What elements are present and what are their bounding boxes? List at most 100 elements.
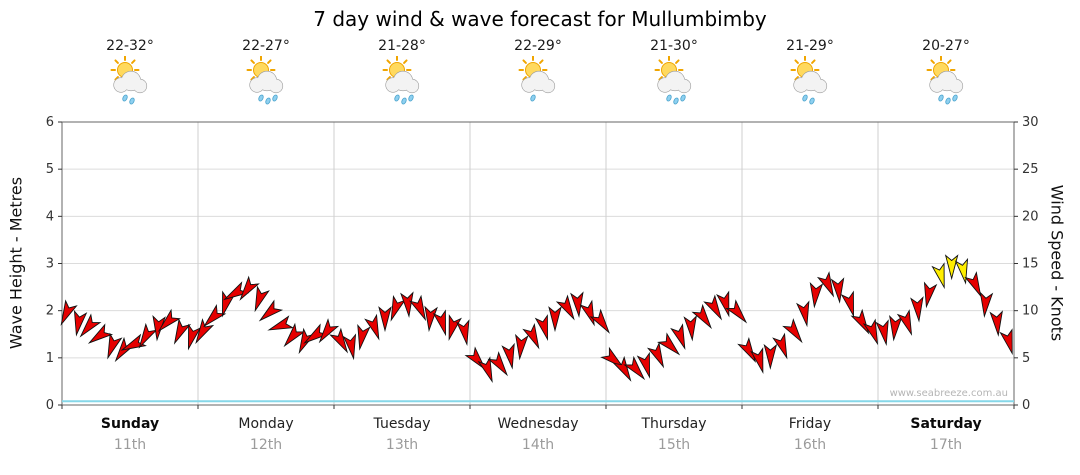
wind-arrow bbox=[910, 296, 924, 323]
wind-arrow bbox=[896, 309, 913, 336]
sun-ray bbox=[114, 76, 119, 81]
wind-arrow bbox=[173, 318, 192, 345]
wind-arrow bbox=[390, 294, 406, 322]
day-name: Thursday bbox=[641, 416, 707, 432]
wind-arrow bbox=[283, 322, 306, 348]
cloud-icon-fill bbox=[677, 79, 691, 93]
temp-range: 21-29° bbox=[786, 38, 834, 54]
wind-arrow bbox=[796, 300, 810, 328]
rain-drop-icon bbox=[673, 97, 679, 105]
wind-arrow bbox=[195, 318, 215, 345]
rain-drop-icon bbox=[122, 94, 128, 102]
left-tick-label: 0 bbox=[46, 398, 54, 413]
wind-arrow bbox=[875, 319, 889, 347]
day-header: 21-29° bbox=[742, 36, 878, 122]
axis-tick-labels: 0 1 2 3 4 5 6 0 5 10 15 20 25 30 bbox=[46, 115, 1039, 413]
wind-arrow bbox=[477, 356, 493, 384]
cloud-icon-fill bbox=[541, 79, 555, 93]
right-tick-label: 10 bbox=[1022, 304, 1039, 319]
wind-arrow bbox=[763, 343, 778, 370]
wind-arrow bbox=[400, 291, 414, 318]
temp-range: 22-32° bbox=[106, 38, 154, 54]
day-name: Monday bbox=[238, 416, 294, 432]
temp-range: 20-27° bbox=[922, 38, 970, 54]
temp-range: 21-30° bbox=[650, 38, 698, 54]
day-headers: 22-32° 22-27° 21-28° 22-29° 21-30° 21-29° 20-2… bbox=[62, 36, 1014, 122]
wind-arrow bbox=[636, 351, 651, 379]
sun-ray bbox=[386, 76, 391, 81]
wind-arrow bbox=[364, 313, 380, 341]
cloud-icon-fill bbox=[949, 79, 963, 93]
wind-arrow bbox=[862, 318, 879, 346]
day-label: Saturday 17th bbox=[878, 416, 1014, 453]
rain-drop-icon bbox=[945, 97, 951, 105]
sun-cloud-rain-icon bbox=[518, 56, 556, 102]
sun-ray bbox=[250, 59, 255, 64]
day-date: 12th bbox=[249, 437, 283, 453]
sun-ray bbox=[267, 59, 272, 64]
sun-cloud-rain-icon bbox=[110, 56, 148, 105]
wind-arrow bbox=[487, 351, 508, 377]
sun-ray bbox=[658, 59, 663, 64]
wind-arrow bbox=[579, 299, 595, 327]
wind-arrow bbox=[501, 342, 515, 370]
axis-ticks bbox=[58, 121, 1018, 409]
left-tick-label: 6 bbox=[46, 115, 54, 130]
wind-arrow bbox=[87, 323, 114, 344]
sun-ray bbox=[250, 76, 255, 81]
cloud-icon-fill bbox=[405, 79, 419, 93]
wind-arrow bbox=[691, 303, 712, 330]
wind-arrow bbox=[408, 294, 427, 322]
right-tick-label: 5 bbox=[1022, 351, 1030, 366]
day-axis-labels: Sunday 11th Monday 12th Tuesday 13th Wednesday… bbox=[62, 416, 1014, 453]
rain-drop-icon bbox=[938, 94, 944, 102]
wind-arrow bbox=[816, 271, 835, 298]
right-tick-label: 20 bbox=[1022, 209, 1039, 224]
sun-cloud-rain-icon bbox=[926, 56, 964, 105]
rain-drop-icon bbox=[401, 97, 407, 105]
wind-arrow bbox=[683, 315, 697, 342]
left-axis-label: Wave Height - Metres bbox=[6, 176, 26, 350]
wind-arrow bbox=[456, 319, 470, 347]
wind-arrow bbox=[138, 322, 158, 349]
wind-arrow bbox=[515, 333, 529, 361]
rain-drop-icon bbox=[265, 97, 271, 105]
wind-arrow bbox=[703, 294, 723, 321]
wind-arrow bbox=[840, 290, 855, 318]
day-label: Friday 16th bbox=[742, 416, 878, 453]
sun-ray bbox=[522, 76, 527, 81]
day-name: Wednesday bbox=[497, 416, 579, 432]
day-header: 22-32° bbox=[62, 36, 198, 122]
sun-cloud-rain-icon bbox=[382, 56, 420, 105]
day-date: 16th bbox=[793, 437, 827, 453]
day-name: Sunday bbox=[100, 416, 160, 432]
wind-arrow bbox=[534, 314, 549, 342]
wind-arrow bbox=[931, 262, 945, 290]
left-tick-label: 2 bbox=[46, 304, 54, 319]
wind-arrow bbox=[670, 323, 686, 351]
sun-ray bbox=[658, 76, 663, 81]
cloud-icon-fill bbox=[269, 79, 283, 93]
wind-arrow bbox=[716, 290, 730, 318]
sun-ray bbox=[403, 59, 408, 64]
wind-arrow bbox=[944, 254, 959, 281]
sun-ray bbox=[811, 59, 816, 64]
sun-ray bbox=[930, 76, 935, 81]
day-label: Monday 12th bbox=[198, 416, 334, 453]
wind-arrow bbox=[623, 355, 646, 381]
wind-arrow bbox=[889, 315, 903, 342]
temp-range: 21-28° bbox=[378, 38, 426, 54]
wind-arrow bbox=[999, 328, 1013, 356]
day-label: Wednesday 14th bbox=[470, 416, 606, 453]
right-tick-label: 0 bbox=[1022, 398, 1030, 413]
wind-arrow bbox=[570, 291, 584, 318]
day-header: 21-28° bbox=[334, 36, 470, 122]
sun-ray bbox=[131, 59, 136, 64]
day-header: 22-27° bbox=[198, 36, 334, 122]
temp-range: 22-27° bbox=[242, 38, 290, 54]
day-label: Tuesday 13th bbox=[334, 416, 470, 453]
sun-ray bbox=[947, 59, 952, 64]
wind-arrow bbox=[522, 323, 540, 350]
rain-drop-icon bbox=[809, 97, 815, 105]
